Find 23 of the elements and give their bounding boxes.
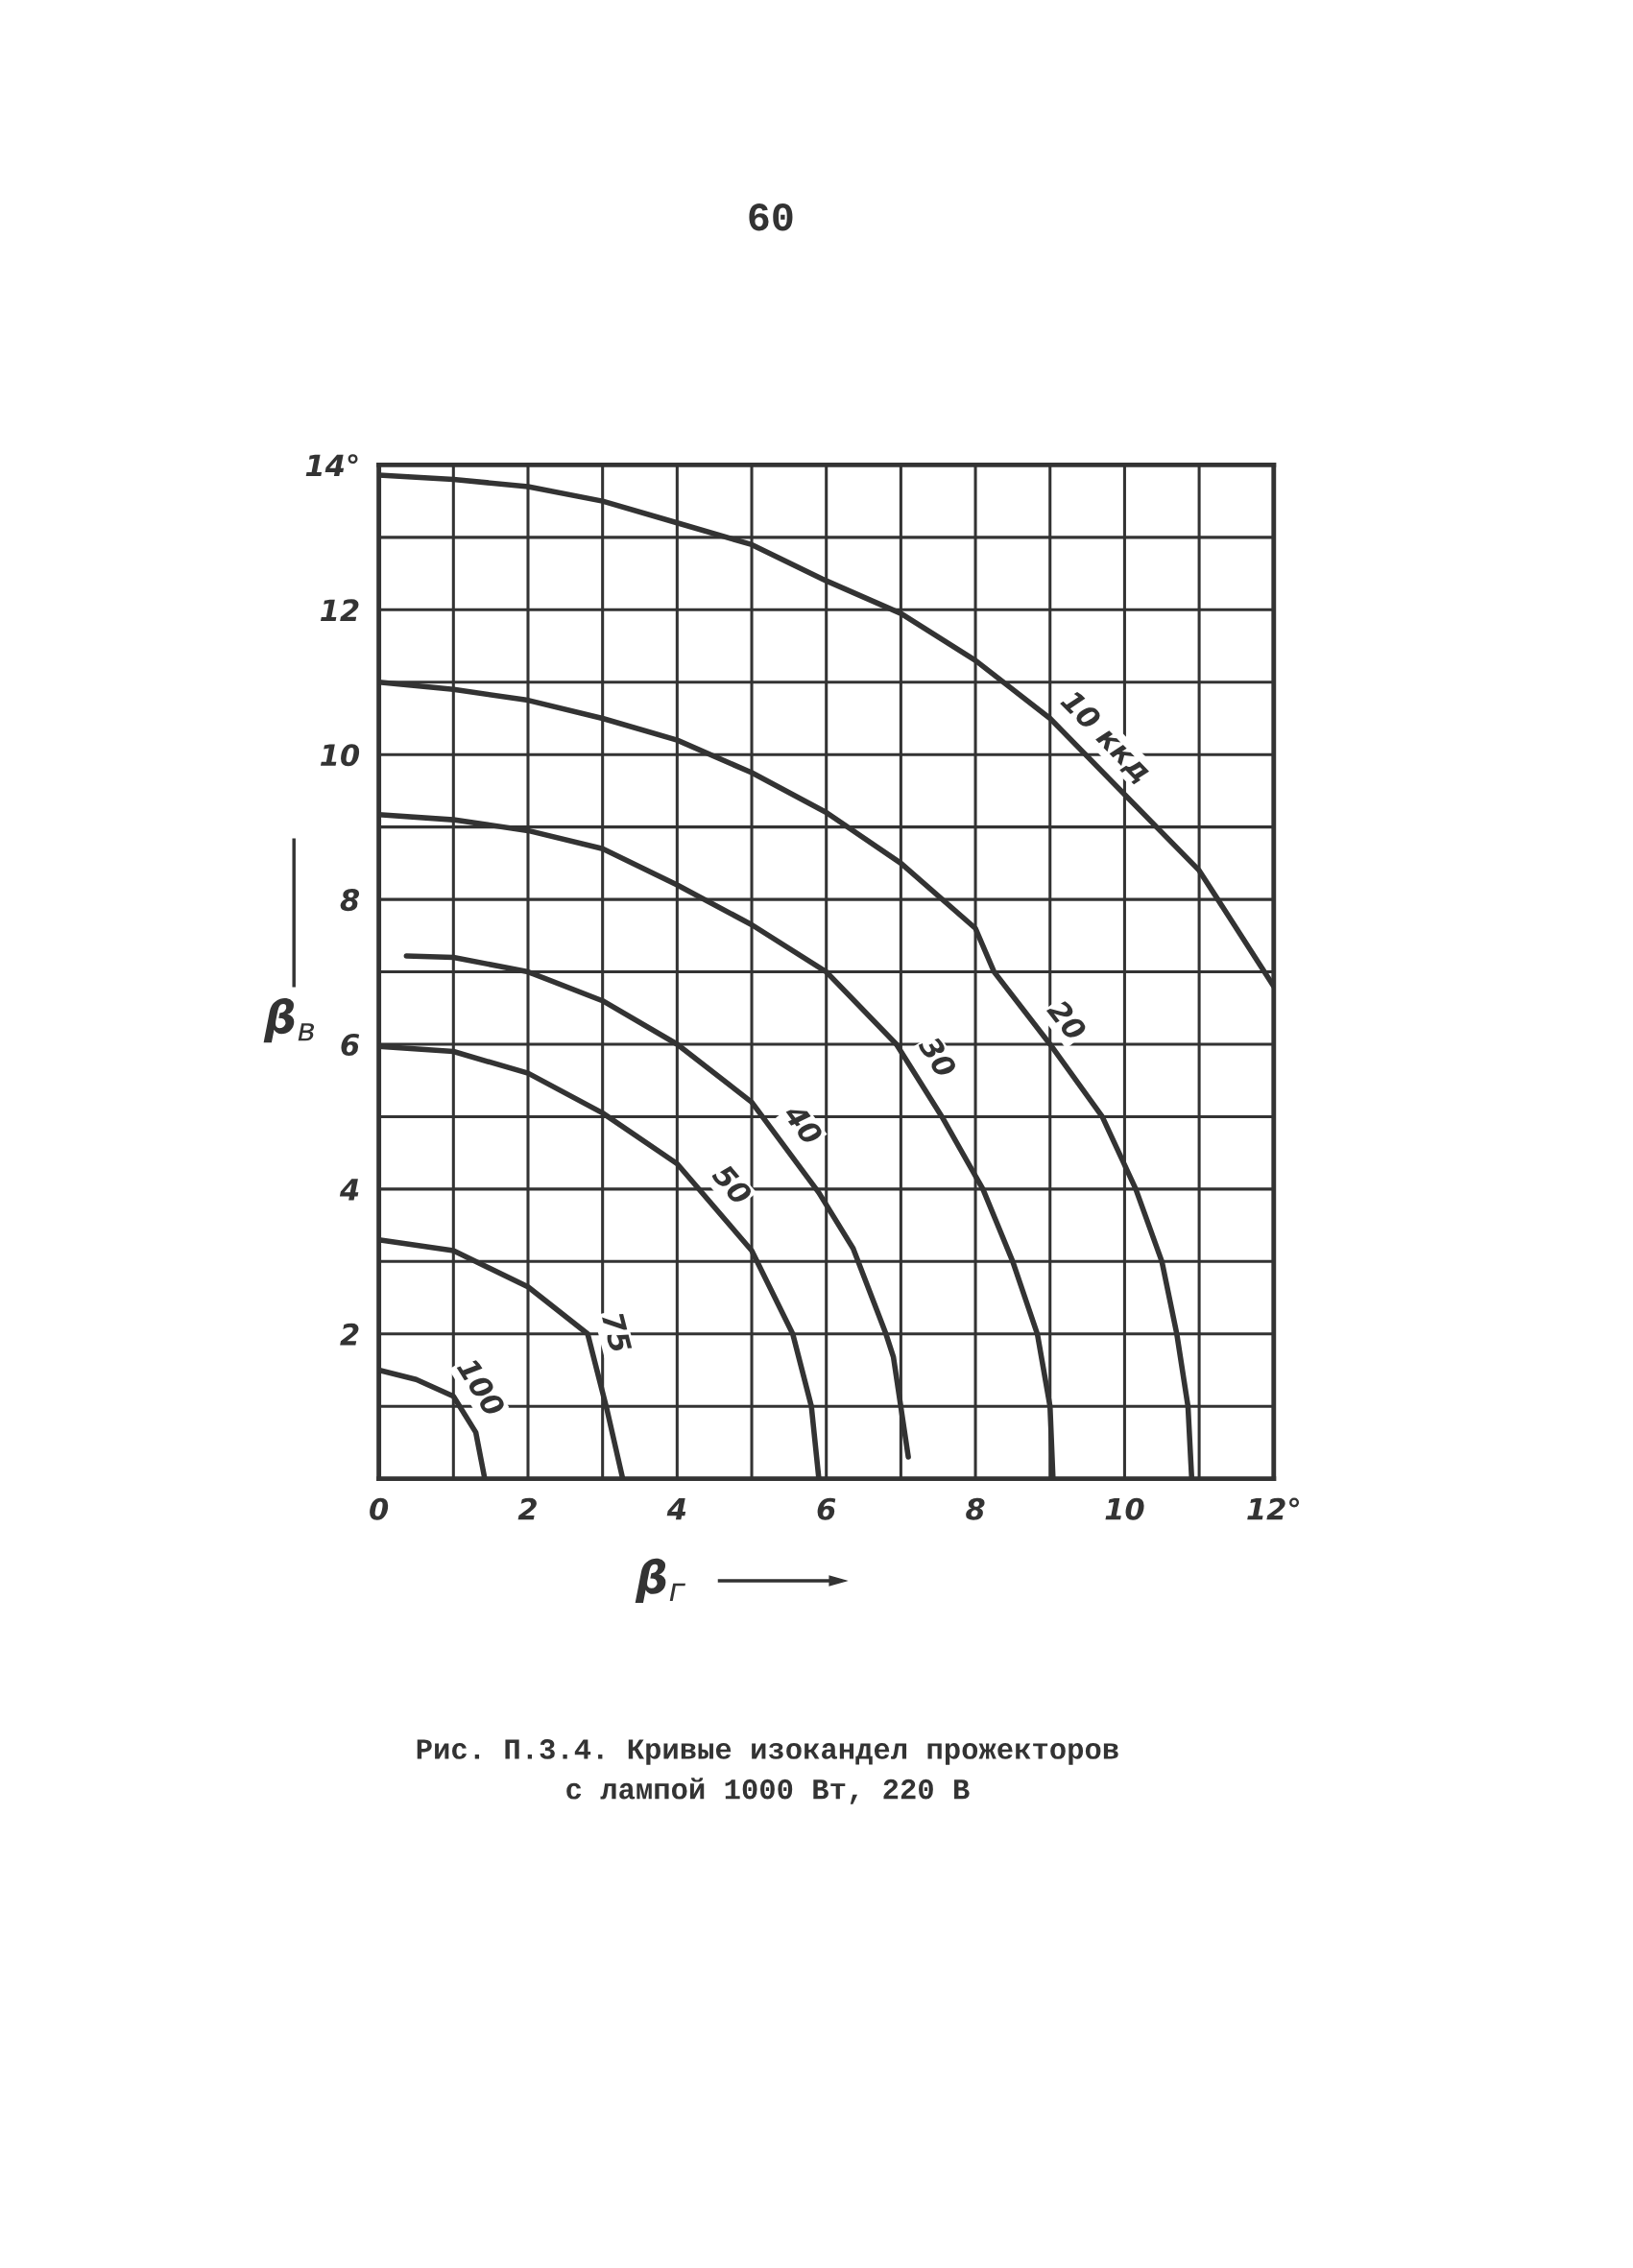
y-tick-label: 14° xyxy=(305,454,358,477)
x-axis-title: β$_{г}$ xyxy=(635,1558,685,1603)
x-tick-label: 10 xyxy=(1105,1497,1144,1520)
x-tick-label: 12° xyxy=(1247,1497,1299,1520)
x-tick-label: 6 xyxy=(817,1497,836,1520)
text: 75 xyxy=(601,1312,633,1354)
y-tick-label: 12 xyxy=(320,599,359,621)
text: 60 xyxy=(749,203,793,231)
y-tick-label: 6 xyxy=(341,1033,360,1057)
y-tick-label: 8 xyxy=(340,889,360,912)
text: 30 xyxy=(917,1034,958,1080)
y-tick-label: 4 xyxy=(339,1179,359,1201)
y-axis-title: β$_{в}$ xyxy=(263,997,315,1043)
x-tick-label: 8 xyxy=(966,1497,985,1520)
y-tick-label: 2 xyxy=(340,1323,359,1346)
text: 50 xyxy=(710,1161,754,1206)
text: 40 xyxy=(782,1101,825,1147)
x-tick-label: 0 xyxy=(370,1497,389,1520)
x-tick-label: 2 xyxy=(517,1497,537,1520)
y-tick-label: 10 xyxy=(320,744,360,767)
text: 20 xyxy=(1045,997,1089,1042)
x-tick-label: 4 xyxy=(666,1498,686,1520)
text: Рис. П.3.4. Кривые изокандел прожекторов с лампой 1000 Вт, 220 В xyxy=(417,1739,1118,1804)
